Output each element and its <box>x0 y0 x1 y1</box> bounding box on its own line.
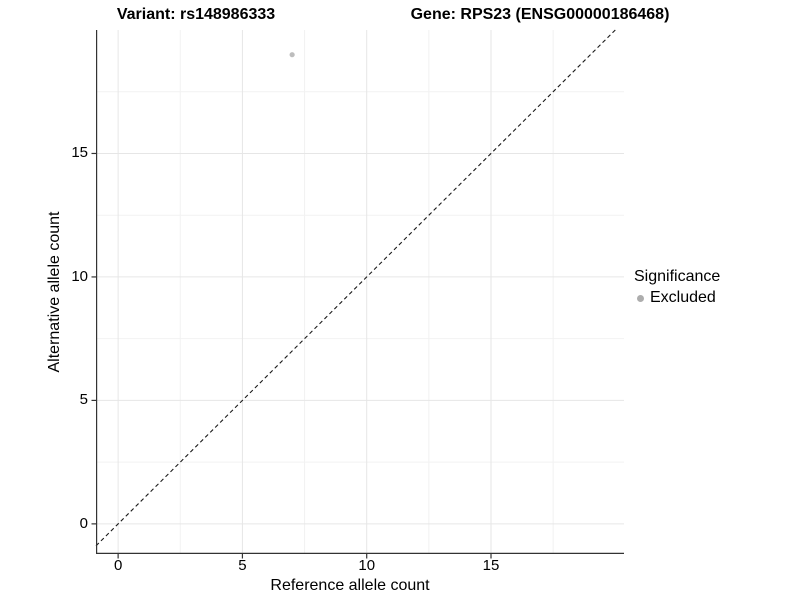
x-tick-label: 15 <box>482 557 500 574</box>
identity-reference-line <box>95 29 616 547</box>
legend-title: Significance <box>634 268 721 285</box>
plot-panel <box>91 29 624 559</box>
x-tick-label: 5 <box>238 557 247 574</box>
y-tick-label: 5 <box>79 391 88 409</box>
x-tick-label: 0 <box>113 557 123 574</box>
data-point <box>289 52 295 58</box>
plot-title-gene: Gene: RPS23 (ENSG00000186468) <box>410 6 670 23</box>
y-axis-title: Alternative allele count <box>46 211 63 373</box>
x-tick-label: 10 <box>358 557 376 574</box>
x-axis-title: Reference allele count <box>270 577 430 594</box>
legend-items: Excluded <box>634 289 720 307</box>
y-tick-label: 15 <box>71 144 88 162</box>
y-tick-label: 10 <box>71 267 88 285</box>
legend-point-icon <box>637 294 644 302</box>
y-tick-label: 0 <box>79 514 88 532</box>
plot-title-variant: Variant: rs148986333 <box>116 6 276 23</box>
legend-item: Excluded <box>637 289 720 307</box>
legend: Significance Excluded <box>634 267 720 307</box>
legend-item-label: Excluded <box>650 289 716 306</box>
